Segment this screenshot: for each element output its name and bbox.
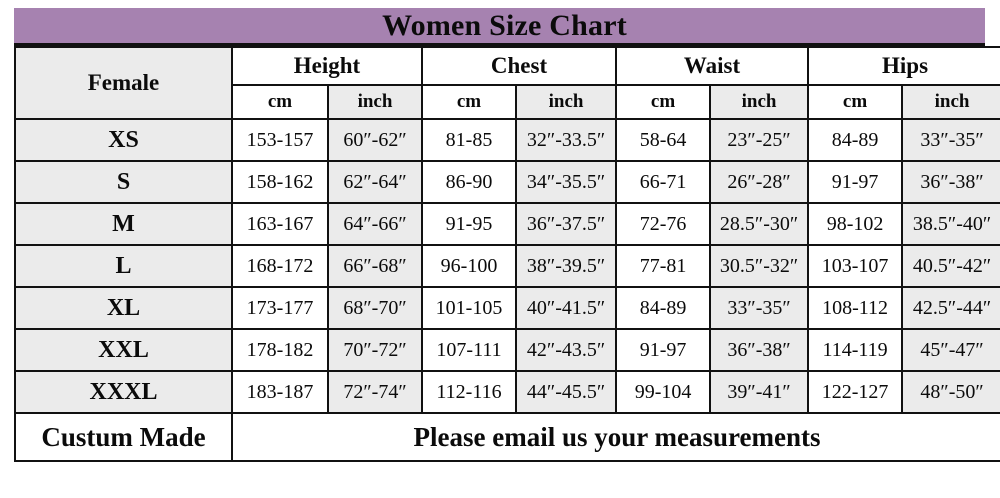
cell-hips-cm: 103-107 <box>807 244 904 288</box>
unit-header-chest-cm: cm <box>421 84 518 120</box>
column-group-chest: Chest <box>421 46 618 86</box>
unit-header-chest-inch: inch <box>515 84 618 120</box>
cell-height-inch: 64″-66″ <box>326 202 424 246</box>
table-row: XS 153-157 60″-62″ 81-85 32″-33.5″ 58-64… <box>14 118 1000 162</box>
cell-height-cm: 173-177 <box>231 286 329 330</box>
cell-hips-inch: 42.5″-44″ <box>901 286 1000 330</box>
cell-height-inch: 70″-72″ <box>326 328 424 372</box>
cell-height-cm: 153-157 <box>231 118 329 162</box>
cell-hips-cm: 91-97 <box>807 160 904 204</box>
cell-chest-inch: 40″-41.5″ <box>515 286 618 330</box>
cell-waist-cm: 84-89 <box>615 286 712 330</box>
cell-hips-inch: 40.5″-42″ <box>901 244 1000 288</box>
cell-height-inch: 72″-74″ <box>326 370 424 414</box>
custom-made-message: Please email us your measurements <box>230 412 1000 462</box>
cell-chest-cm: 91-95 <box>421 202 518 246</box>
cell-chest-inch: 32″-33.5″ <box>515 118 618 162</box>
size-label: XS <box>14 118 233 162</box>
cell-chest-cm: 86-90 <box>421 160 518 204</box>
women-size-chart-table: Female Height Chest Waist Hips cm inch c… <box>14 46 1000 462</box>
table-row: L 168-172 66″-68″ 96-100 38″-39.5″ 77-81… <box>14 244 1000 288</box>
cell-waist-cm: 66-71 <box>615 160 712 204</box>
unit-header-height-cm: cm <box>231 84 329 120</box>
unit-header-waist-cm: cm <box>615 84 712 120</box>
cell-chest-inch: 44″-45.5″ <box>515 370 618 414</box>
cell-chest-inch: 34″-35.5″ <box>515 160 618 204</box>
cell-hips-inch: 48″-50″ <box>901 370 1000 414</box>
column-group-height: Height <box>230 46 424 86</box>
size-label: L <box>14 244 233 288</box>
cell-chest-inch: 42″-43.5″ <box>515 328 618 372</box>
cell-height-inch: 62″-64″ <box>326 160 424 204</box>
cell-height-cm: 163-167 <box>231 202 329 246</box>
cell-hips-cm: 98-102 <box>807 202 904 246</box>
size-label: M <box>14 202 233 246</box>
cell-hips-inch: 33″-35″ <box>901 118 1000 162</box>
cell-waist-cm: 77-81 <box>615 244 712 288</box>
cell-chest-cm: 107-111 <box>421 328 518 372</box>
cell-chest-cm: 96-100 <box>421 244 518 288</box>
cell-height-inch: 66″-68″ <box>326 244 424 288</box>
size-label: XXXL <box>14 370 233 414</box>
table-row: XL 173-177 68″-70″ 101-105 40″-41.5″ 84-… <box>14 286 1000 330</box>
cell-height-cm: 178-182 <box>231 328 329 372</box>
cell-chest-cm: 81-85 <box>421 118 518 162</box>
size-label: XL <box>14 286 233 330</box>
cell-waist-inch: 33″-35″ <box>709 286 810 330</box>
cell-chest-inch: 38″-39.5″ <box>515 244 618 288</box>
unit-header-waist-inch: inch <box>709 84 810 120</box>
cell-hips-inch: 36″-38″ <box>901 160 1000 204</box>
cell-hips-inch: 45″-47″ <box>901 328 1000 372</box>
unit-header-hips-cm: cm <box>807 84 904 120</box>
cell-waist-cm: 72-76 <box>615 202 712 246</box>
cell-waist-cm: 99-104 <box>615 370 712 414</box>
cell-hips-inch: 38.5″-40″ <box>901 202 1000 246</box>
cell-waist-inch: 28.5″-30″ <box>709 202 810 246</box>
table-header-groups-row: Female Height Chest Waist Hips <box>14 46 1000 120</box>
cell-waist-inch: 30.5″-32″ <box>709 244 810 288</box>
cell-waist-cm: 91-97 <box>615 328 712 372</box>
table-header-units-row: cm inch cm inch cm inch cm inch <box>15 84 1000 120</box>
cell-height-cm: 168-172 <box>231 244 329 288</box>
cell-chest-inch: 36″-37.5″ <box>515 202 618 246</box>
unit-header-height-inch: inch <box>326 84 424 120</box>
cell-hips-cm: 108-112 <box>807 286 904 330</box>
size-label: XXL <box>14 328 233 372</box>
cell-chest-cm: 101-105 <box>421 286 518 330</box>
cell-waist-inch: 23″-25″ <box>709 118 810 162</box>
cell-hips-cm: 84-89 <box>807 118 904 162</box>
cell-height-cm: 158-162 <box>231 160 329 204</box>
size-label: S <box>14 160 233 204</box>
table-row: XXXL 183-187 72″-74″ 112-116 44″-45.5″ 9… <box>14 370 1000 414</box>
cell-hips-cm: 114-119 <box>807 328 904 372</box>
page-title: Women Size Chart <box>382 8 627 42</box>
table-row: XXL 178-182 70″-72″ 107-111 42″-43.5″ 91… <box>14 328 1000 372</box>
cell-waist-cm: 58-64 <box>615 118 712 162</box>
table-row: M 163-167 64″-66″ 91-95 36″-37.5″ 72-76 … <box>14 202 1000 246</box>
cell-waist-inch: 26″-28″ <box>709 160 810 204</box>
cell-height-inch: 60″-62″ <box>326 118 424 162</box>
cell-waist-inch: 39″-41″ <box>709 370 810 414</box>
table-row: S 158-162 62″-64″ 86-90 34″-35.5″ 66-71 … <box>14 160 1000 204</box>
column-header-female: Female <box>14 46 233 120</box>
custom-made-row: Custum Made Please email us your measure… <box>14 412 1000 462</box>
custom-made-label: Custum Made <box>14 412 233 462</box>
column-group-waist: Waist <box>615 46 810 86</box>
title-banner: Women Size Chart <box>14 8 985 46</box>
cell-hips-cm: 122-127 <box>807 370 904 414</box>
cell-chest-cm: 112-116 <box>421 370 518 414</box>
column-group-hips: Hips <box>807 46 1000 86</box>
cell-waist-inch: 36″-38″ <box>709 328 810 372</box>
cell-height-cm: 183-187 <box>231 370 329 414</box>
unit-header-hips-inch: inch <box>901 84 1000 120</box>
cell-height-inch: 68″-70″ <box>326 286 424 330</box>
